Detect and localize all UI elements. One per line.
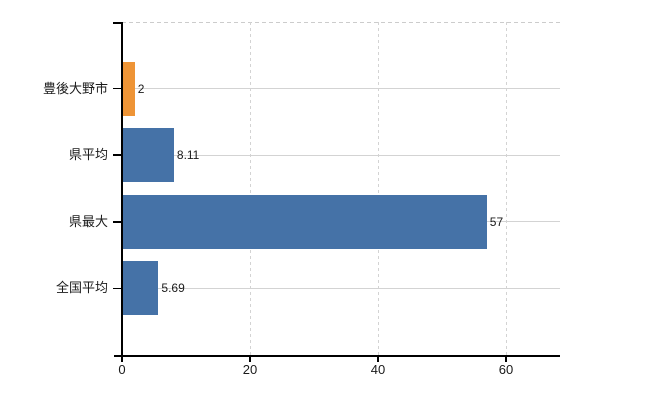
x-axis-tick xyxy=(121,357,123,362)
y-axis-line xyxy=(121,22,123,357)
bar xyxy=(123,128,174,183)
vertical-gridline xyxy=(506,22,507,355)
bar xyxy=(123,194,487,249)
x-axis-tick xyxy=(505,357,507,362)
x-axis-tick-label: 60 xyxy=(498,362,514,377)
y-axis-tick xyxy=(113,87,121,90)
x-axis-line xyxy=(114,355,560,357)
category-label: 県最大 xyxy=(68,213,108,229)
x-axis-tick-label: 0 xyxy=(118,362,126,377)
plot-top-border xyxy=(122,22,560,23)
vertical-gridline xyxy=(378,22,379,355)
y-axis-tick xyxy=(113,287,121,290)
y-axis-tick xyxy=(113,22,121,24)
bar-value-label: 5.69 xyxy=(161,281,185,296)
horizontal-gridline xyxy=(122,88,560,90)
y-axis-tick xyxy=(113,154,121,156)
bar xyxy=(123,61,135,116)
bar xyxy=(123,261,159,316)
x-axis-tick xyxy=(377,357,379,362)
bar-value-label: 2 xyxy=(137,81,145,96)
horizontal-gridline xyxy=(122,154,560,156)
x-axis-tick-label: 40 xyxy=(370,362,386,377)
vertical-gridline xyxy=(250,22,251,355)
horizontal-gridline xyxy=(122,287,560,289)
bar-value-label: 57 xyxy=(489,214,504,229)
category-label: 全国平均 xyxy=(55,280,108,296)
bar-value-label: 8.11 xyxy=(176,148,200,163)
category-label: 県平均 xyxy=(68,147,108,163)
x-axis-tick xyxy=(249,357,251,362)
y-axis-tick xyxy=(113,221,121,223)
x-axis-tick-label: 20 xyxy=(242,362,258,377)
category-label: 豊後大野市 xyxy=(42,80,108,96)
